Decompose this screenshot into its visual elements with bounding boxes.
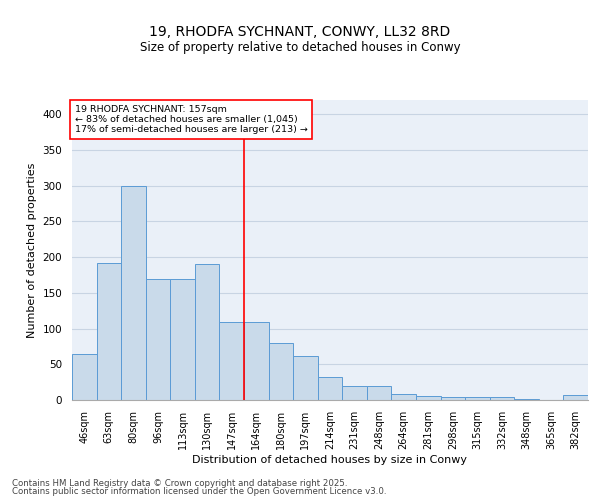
- Bar: [563, 395, 588, 400]
- Bar: [416, 396, 440, 400]
- Bar: [97, 263, 121, 400]
- Bar: [244, 322, 269, 400]
- Bar: [293, 356, 318, 400]
- Text: Contains public sector information licensed under the Open Government Licence v3: Contains public sector information licen…: [12, 487, 386, 496]
- Bar: [146, 278, 170, 400]
- Bar: [342, 386, 367, 400]
- Bar: [391, 394, 416, 400]
- Bar: [269, 343, 293, 400]
- Bar: [195, 264, 220, 400]
- Bar: [220, 322, 244, 400]
- Bar: [72, 354, 97, 400]
- Bar: [440, 397, 465, 400]
- Bar: [490, 397, 514, 400]
- Bar: [170, 278, 195, 400]
- Text: 19, RHODFA SYCHNANT, CONWY, LL32 8RD: 19, RHODFA SYCHNANT, CONWY, LL32 8RD: [149, 26, 451, 40]
- Text: Contains HM Land Registry data © Crown copyright and database right 2025.: Contains HM Land Registry data © Crown c…: [12, 478, 347, 488]
- Bar: [465, 397, 490, 400]
- Bar: [121, 186, 146, 400]
- Y-axis label: Number of detached properties: Number of detached properties: [27, 162, 37, 338]
- X-axis label: Distribution of detached houses by size in Conwy: Distribution of detached houses by size …: [193, 454, 467, 464]
- Text: Size of property relative to detached houses in Conwy: Size of property relative to detached ho…: [140, 41, 460, 54]
- Bar: [318, 377, 342, 400]
- Text: 19 RHODFA SYCHNANT: 157sqm
← 83% of detached houses are smaller (1,045)
17% of s: 19 RHODFA SYCHNANT: 157sqm ← 83% of deta…: [74, 104, 307, 134]
- Bar: [367, 386, 391, 400]
